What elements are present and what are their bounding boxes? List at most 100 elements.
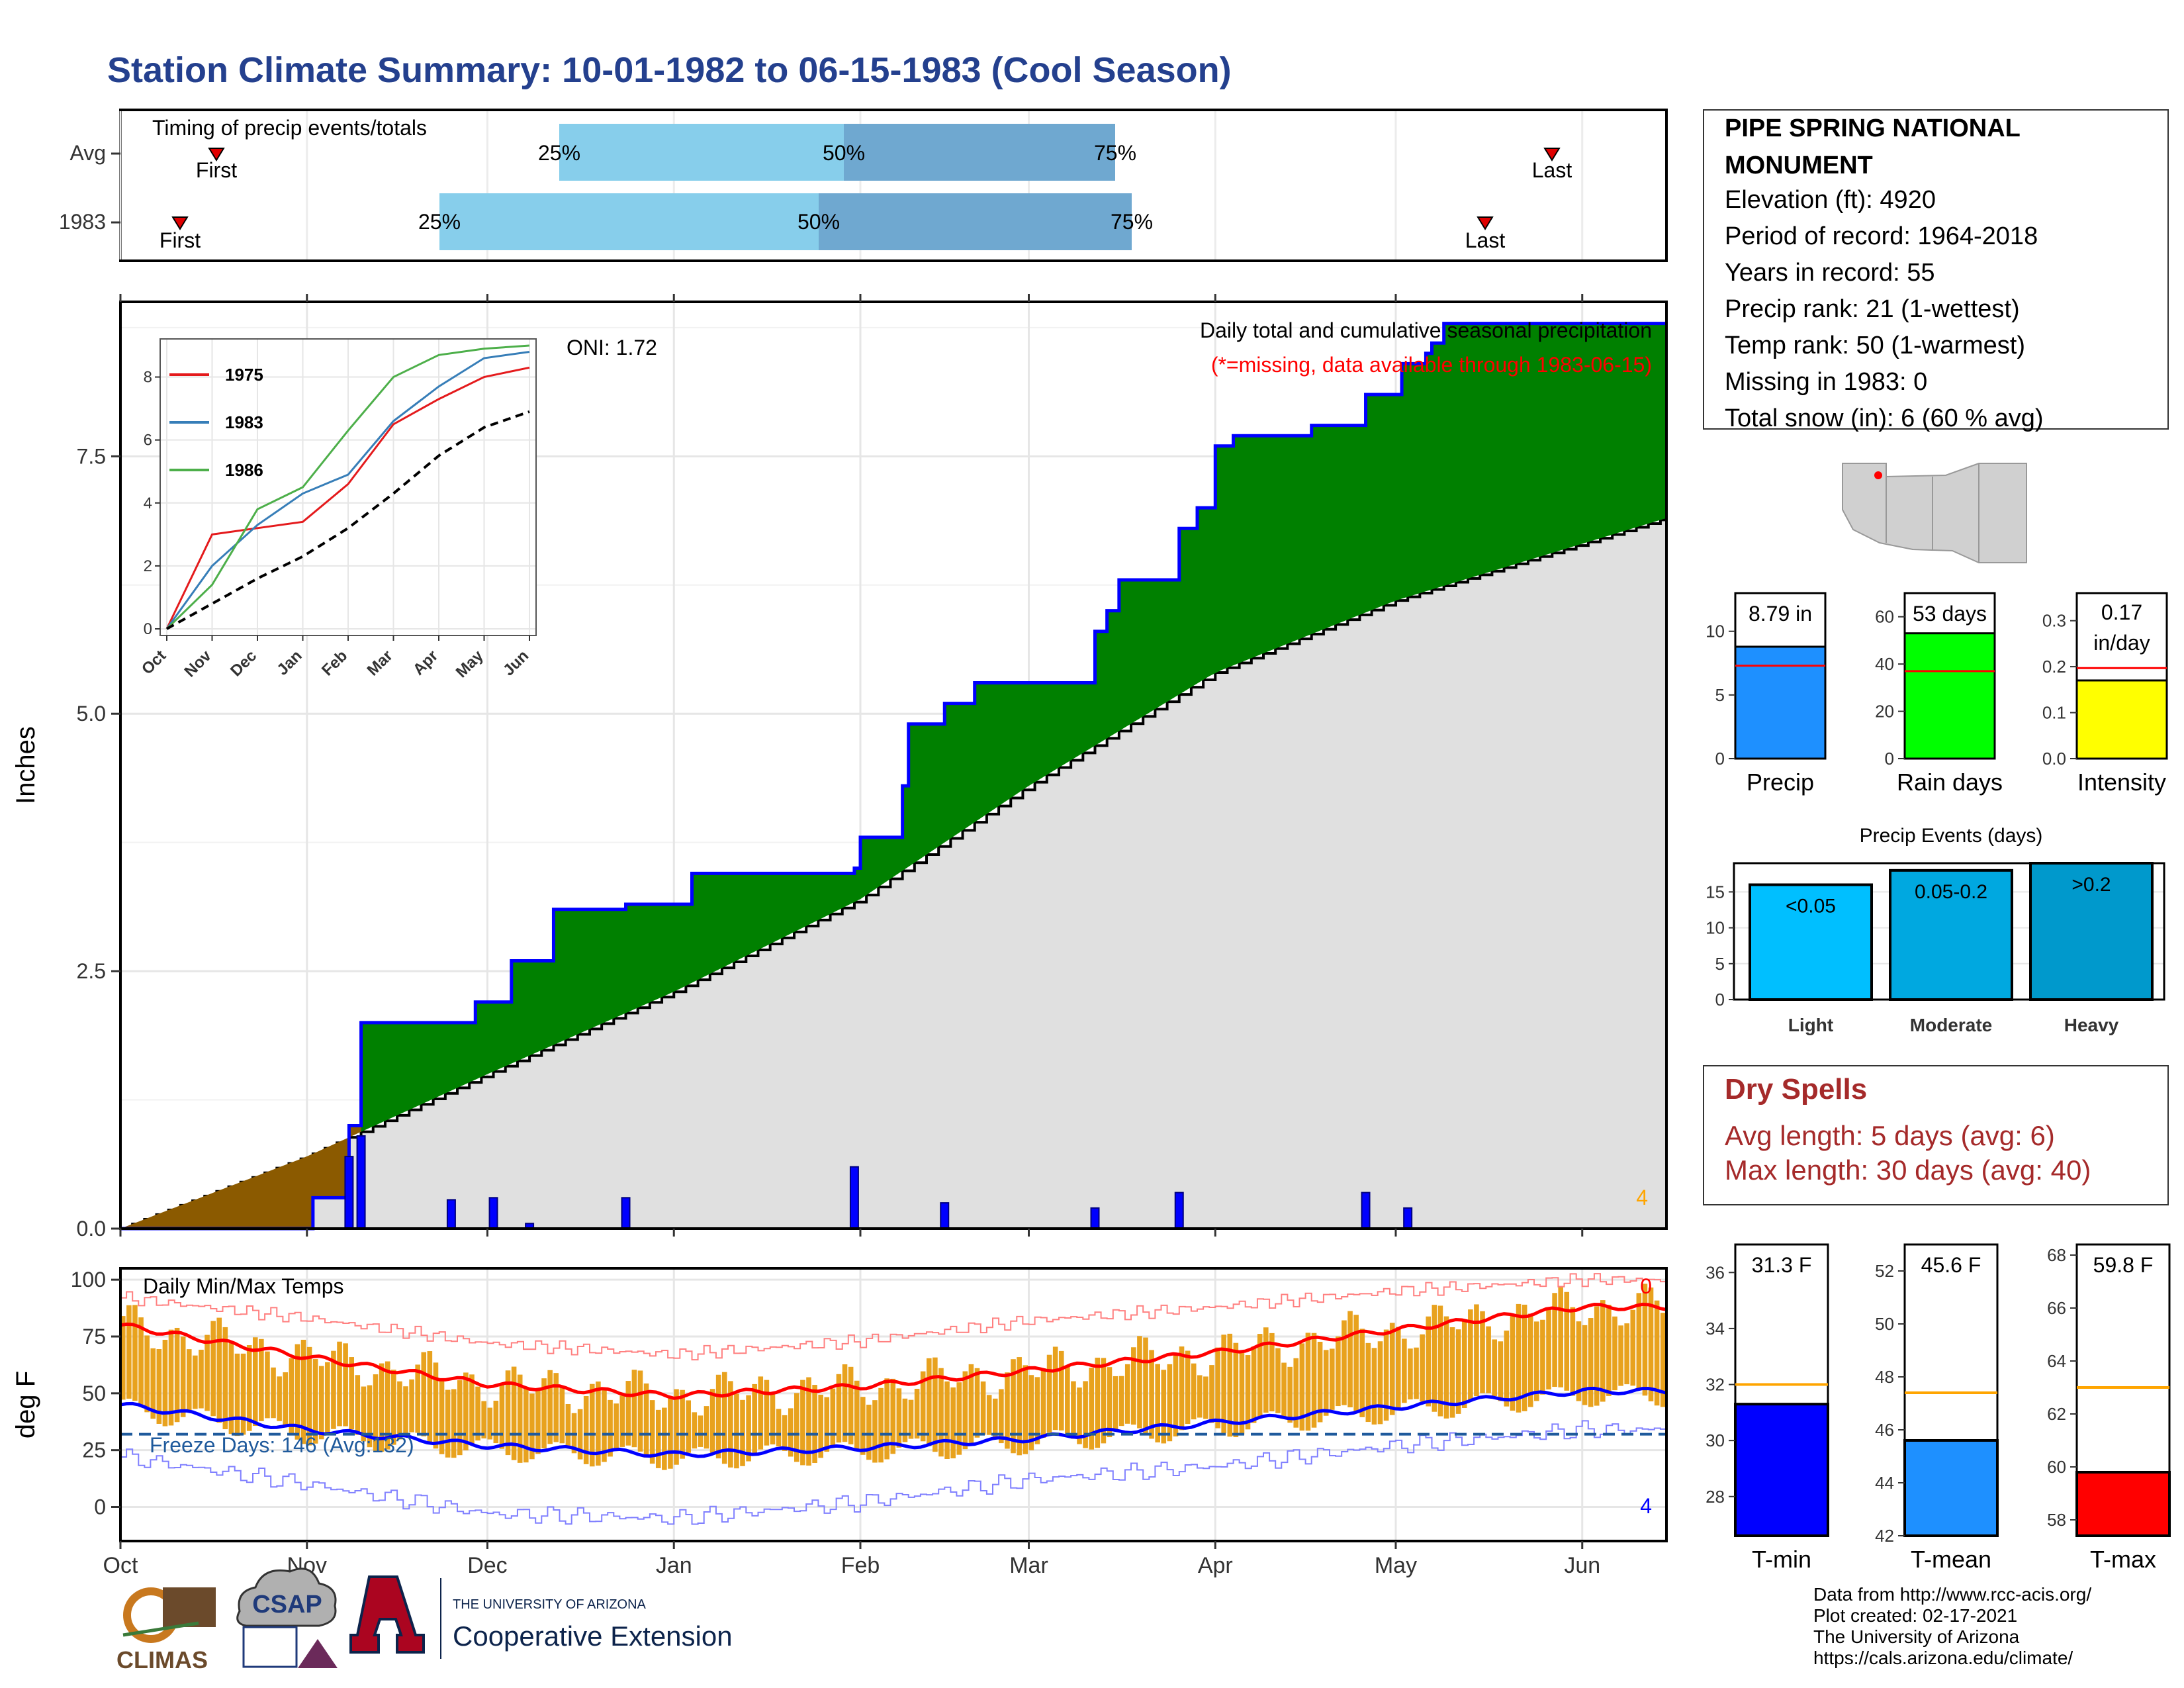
daily-temp-bar — [956, 1382, 962, 1455]
daily-temp-bar — [1383, 1329, 1389, 1421]
daily-temp-bar — [186, 1349, 192, 1413]
daily-precip-bar — [1403, 1207, 1413, 1230]
y-tick-label: 0.0 — [77, 1217, 106, 1241]
daily-temp-bar — [1118, 1376, 1124, 1427]
daily-temp-bar — [1449, 1327, 1455, 1418]
inset-y-tick-label: 6 — [144, 432, 152, 449]
timing-avg-last-marker — [1543, 148, 1561, 162]
timing-1983-last-marker — [1477, 216, 1494, 230]
temp-y-tick-label: 0 — [94, 1495, 106, 1519]
precip-summary-tick-label: 0.2 — [2042, 657, 2066, 677]
daily-temp-bar — [1251, 1346, 1257, 1423]
events-bar-label: >0.2 — [2071, 874, 2111, 896]
temp-summary-tick-label: 28 — [1706, 1487, 1725, 1507]
inset-line-average — [166, 410, 530, 630]
daily-temp-bar — [451, 1389, 457, 1458]
daily-temp-bar — [1071, 1381, 1076, 1439]
daily-temp-bar — [1594, 1306, 1600, 1406]
daily-temp-bar — [367, 1385, 373, 1448]
university-name-small: THE UNIVERSITY OF ARIZONA — [453, 1597, 647, 1612]
daily-temp-bar — [1017, 1357, 1022, 1456]
daily-temp-bar — [265, 1351, 270, 1419]
daily-temp-bar — [240, 1353, 246, 1435]
normal-min-line — [120, 1386, 1667, 1458]
daily-temp-bar — [1077, 1387, 1082, 1444]
climas-text: CLIMAS — [116, 1646, 208, 1673]
daily-temp-bar — [1221, 1335, 1226, 1434]
precip-plot: 0.0 2.5 5.0 7.5 Daily total and cumulative … — [11, 294, 1668, 1241]
daily-temp-bar — [649, 1400, 655, 1464]
daily-temp-bar — [686, 1400, 692, 1453]
timing-row-avg: 25% 50% 75% First Last — [196, 124, 1572, 182]
daily-temp-bar — [1058, 1350, 1064, 1430]
precip-summary-value: 53 days — [1913, 602, 1987, 626]
daily-temp-bar — [884, 1378, 889, 1460]
daily-temp-bar — [234, 1353, 240, 1436]
daily-temp-bar — [541, 1378, 547, 1448]
daily-temp-bar — [469, 1374, 475, 1445]
daily-temp-bar — [1095, 1357, 1101, 1448]
cooperative-extension: Cooperative Extension — [453, 1620, 733, 1652]
temp-bottom-count: 4 — [1640, 1494, 1652, 1518]
daily-temp-bar — [349, 1357, 354, 1430]
daily-temp-bar — [1443, 1316, 1449, 1419]
daily-temp-bar — [1257, 1334, 1263, 1417]
temp-y-tick-label: 75 — [82, 1325, 106, 1348]
precip-summary-axis-label: Rain days — [1897, 769, 2003, 796]
daily-temp-bar — [306, 1346, 312, 1446]
inset-y-tick-label: 2 — [144, 557, 152, 575]
daily-temp-bar — [511, 1366, 517, 1460]
daily-temp-bar — [415, 1364, 420, 1433]
temp-summary-axis-label: T-mean — [1911, 1546, 1991, 1573]
daily-temp-bar — [842, 1364, 848, 1442]
precip-summary-bar-rain-days — [1903, 632, 1996, 760]
daily-temp-bar — [1089, 1368, 1094, 1450]
inset-legend-label: 1975 — [225, 365, 263, 385]
daily-temp-bar — [138, 1317, 144, 1406]
timing-avg-first-label: First — [196, 158, 237, 182]
daily-temp-bar — [1011, 1359, 1016, 1454]
daily-temp-bar — [222, 1327, 228, 1430]
daily-temp-bar — [709, 1389, 715, 1453]
daily-temp-bar — [698, 1415, 704, 1447]
station-marker — [1874, 471, 1882, 479]
timing-avg-last-label: Last — [1532, 158, 1572, 182]
daily-temp-bar — [427, 1351, 433, 1442]
daily-precip-bar — [1174, 1192, 1184, 1229]
daily-temp-bar — [728, 1381, 733, 1468]
daily-temp-bar — [1437, 1305, 1443, 1417]
temp-y-tick-label: 50 — [82, 1382, 106, 1405]
daily-temp-bar — [144, 1335, 150, 1413]
precip-summary-tick-label: 0.0 — [2042, 749, 2066, 769]
daily-temp-bar — [1570, 1307, 1576, 1396]
daily-temp-bar — [373, 1374, 379, 1451]
daily-temp-bar — [866, 1405, 872, 1460]
events-tick-label: 5 — [1715, 954, 1725, 974]
daily-temp-bar — [1648, 1287, 1654, 1401]
daily-temp-bar — [210, 1321, 216, 1417]
daily-temp-bar — [776, 1409, 782, 1447]
normal-area — [120, 518, 1668, 1230]
daily-temp-bar — [860, 1397, 866, 1455]
timing-avg-p50: 50% — [823, 141, 865, 165]
daily-temp-bar — [205, 1335, 210, 1411]
daily-temp-bar — [379, 1363, 385, 1452]
daily-temp-bar — [318, 1366, 324, 1440]
daily-temp-bar — [1624, 1323, 1629, 1385]
daily-temp-bar — [1245, 1355, 1251, 1430]
daily-temp-bar — [1552, 1293, 1557, 1387]
station-info-line: Years in record: 55 — [1725, 259, 1935, 287]
daily-temp-bar — [1414, 1347, 1419, 1399]
daily-temp-bar — [1040, 1368, 1046, 1438]
precip-corner-count: 4 — [1636, 1186, 1648, 1209]
daily-temp-bar — [1065, 1366, 1070, 1434]
temp-summary-axis-label: T-max — [2090, 1546, 2156, 1573]
daily-temp-bar — [385, 1361, 390, 1450]
footer-line: Plot created: 02-17-2021 — [1813, 1605, 2017, 1626]
daily-temp-bar — [854, 1380, 860, 1450]
temp-summary-tick-label: 30 — [1706, 1430, 1725, 1450]
daily-temp-bar — [721, 1372, 727, 1464]
daily-temp-bar — [1576, 1321, 1582, 1401]
daily-temp-bar — [974, 1368, 980, 1438]
